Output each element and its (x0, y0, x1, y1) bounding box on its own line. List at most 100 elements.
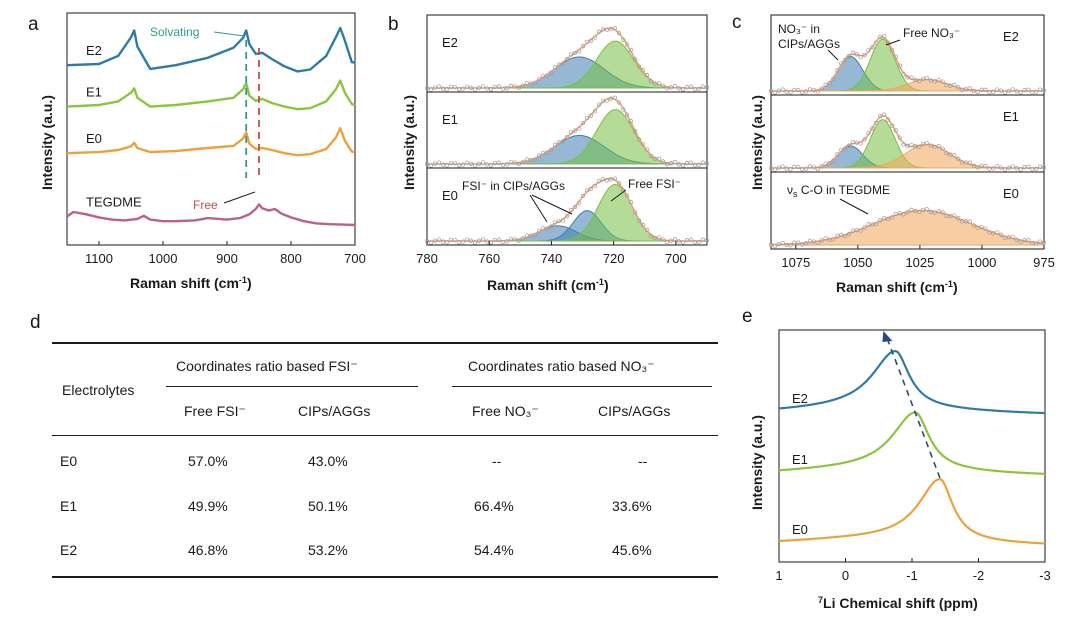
panel-b-e2-point (468, 85, 474, 90)
panel-b-e1-point (504, 162, 510, 167)
panel-c-e2-point (959, 87, 965, 93)
panel-b-e0-point (656, 235, 662, 240)
panel-e-frame (778, 329, 1046, 563)
panel-b-label-e2: E2 (442, 35, 458, 50)
panel-b-e1-point (460, 162, 466, 167)
panel-b-e0-point (644, 227, 650, 233)
panel-c-e0-point (893, 211, 898, 217)
panel-e-tick-label: -3 (1039, 568, 1051, 583)
panel-c-e2-point (913, 77, 918, 83)
panel-b-e0-point (436, 237, 442, 242)
panel-b-e1-point (464, 160, 470, 165)
panel-c-e2-point (1018, 90, 1023, 95)
panel-b-e1-point (516, 161, 522, 167)
panel-c-e2-point (967, 86, 973, 91)
panel-c-e0-point (952, 213, 957, 218)
panel-c-e0-point (796, 240, 801, 245)
panel-c-label-e2: E2 (1003, 29, 1019, 44)
panel-b-arrow-3 (610, 189, 627, 202)
panel-b-e1-point (676, 162, 682, 167)
table-header-rule (52, 435, 718, 437)
panel-b-e2-point (664, 86, 670, 91)
panel-b-e1-point (688, 160, 694, 165)
panel-b-e0-point (680, 240, 686, 245)
panel-b-e0-point (472, 240, 478, 245)
panel-a-label-e0: E0 (86, 131, 102, 146)
panel-c-e1-point (835, 152, 840, 157)
panel-b-e0-point (540, 226, 546, 231)
panel-c-e0-point (971, 223, 976, 228)
panel-b-e0-point (704, 238, 710, 243)
panel-a-free-pointer (223, 191, 256, 204)
panel-c-e0-point (983, 226, 988, 231)
panel-b-e2-point (692, 86, 698, 92)
panel-c-e2-point (807, 87, 813, 92)
panel-a-series-e1 (66, 79, 356, 111)
panel-c-e1-point (831, 158, 836, 163)
table-row-e1-free-fsi: 49.9% (188, 498, 228, 514)
panel-c-label-e0: E0 (1003, 186, 1019, 201)
panel-c-e0-point (979, 224, 984, 230)
panel-c-e0-point (901, 212, 906, 217)
panel-b-e0-point (504, 239, 510, 244)
panel-b-e2-point (688, 84, 694, 89)
panel-c-label-e1: E1 (1003, 109, 1019, 124)
table-header-fsi-group: Coordinates ratio based FSI⁻ (176, 358, 358, 374)
panel-b-e0-point (592, 183, 598, 189)
table-subheader-cips-fsi: CIPs/AGGs (298, 403, 371, 419)
table-subheader-cips-no3: CIPs/AGGs (598, 403, 671, 419)
panel-b-e2-point (548, 70, 554, 75)
panel-c-e1-point (991, 166, 996, 171)
panel-b-e0-point (664, 239, 670, 245)
panel-b-e2-point (452, 84, 458, 90)
panel-b-e2-point (584, 39, 590, 45)
panel-c-e1-point (866, 130, 871, 136)
panel-b-e2-point (684, 85, 690, 90)
panel-e-ylabel: Intensity (a.u.) (749, 415, 765, 510)
panel-b-tick-label: 700 (665, 251, 687, 266)
panel-b-e1-point (604, 98, 610, 103)
panel-c-e0-point (839, 232, 844, 238)
panel-b-e0-point (600, 177, 606, 182)
panel-c-e0-point (897, 211, 902, 216)
panel-b-e1-point (672, 160, 678, 165)
panel-b-e2-point (552, 65, 558, 70)
panel-c-e0-point (874, 221, 879, 227)
panel-e-xlabel: 7Li Chemical shift (ppm) (818, 595, 978, 611)
panel-b-e2-point (456, 87, 462, 92)
panel-b-e2-point (500, 86, 506, 92)
panel-c-e2-point (776, 88, 781, 93)
panel-e-tick-label: 1 (775, 568, 782, 583)
panel-b-e0-point (532, 232, 538, 238)
panel-c-e0-point (998, 232, 1004, 237)
panel-b-e1-point (468, 161, 474, 166)
panel-c-e2-point (889, 48, 895, 53)
panel-b-e1-point (428, 163, 434, 168)
panel-c-e2-point (827, 81, 832, 86)
panel-b-e1-point (664, 162, 670, 167)
panel-c-e2-point (862, 52, 867, 58)
panel-b-e0-point (492, 237, 498, 243)
panel-c-e1-point (772, 167, 778, 172)
panel-c-e0-point (800, 242, 805, 247)
panel-b-e2-point (460, 86, 466, 91)
panel-c-e1-point (827, 161, 832, 166)
panel-b-e1-point (592, 109, 598, 114)
panel-b-e0-point (628, 200, 634, 205)
panel-a-series-e2 (66, 26, 356, 73)
panel-c-e0-point (1034, 241, 1039, 246)
panel-c-e1-point (995, 164, 1000, 169)
panel-b-e2-point (696, 86, 702, 92)
panel-b-e0-point (428, 240, 434, 245)
panel-b-e1-point (668, 161, 674, 166)
panel-b-e1-point (636, 137, 642, 142)
panel-b-e2-point (576, 49, 582, 54)
panel-c-e2-point (1041, 88, 1047, 93)
panel-c-arrow-3 (839, 198, 869, 215)
panel-c-e2-point (858, 54, 863, 60)
panel-b-e0-point (636, 218, 642, 223)
panel-c-tick-label: 1025 (905, 255, 934, 270)
panel-a-tick-label: 900 (216, 251, 238, 266)
panel-b-e0-point (608, 177, 614, 182)
panel-c-e0-point (889, 215, 895, 220)
